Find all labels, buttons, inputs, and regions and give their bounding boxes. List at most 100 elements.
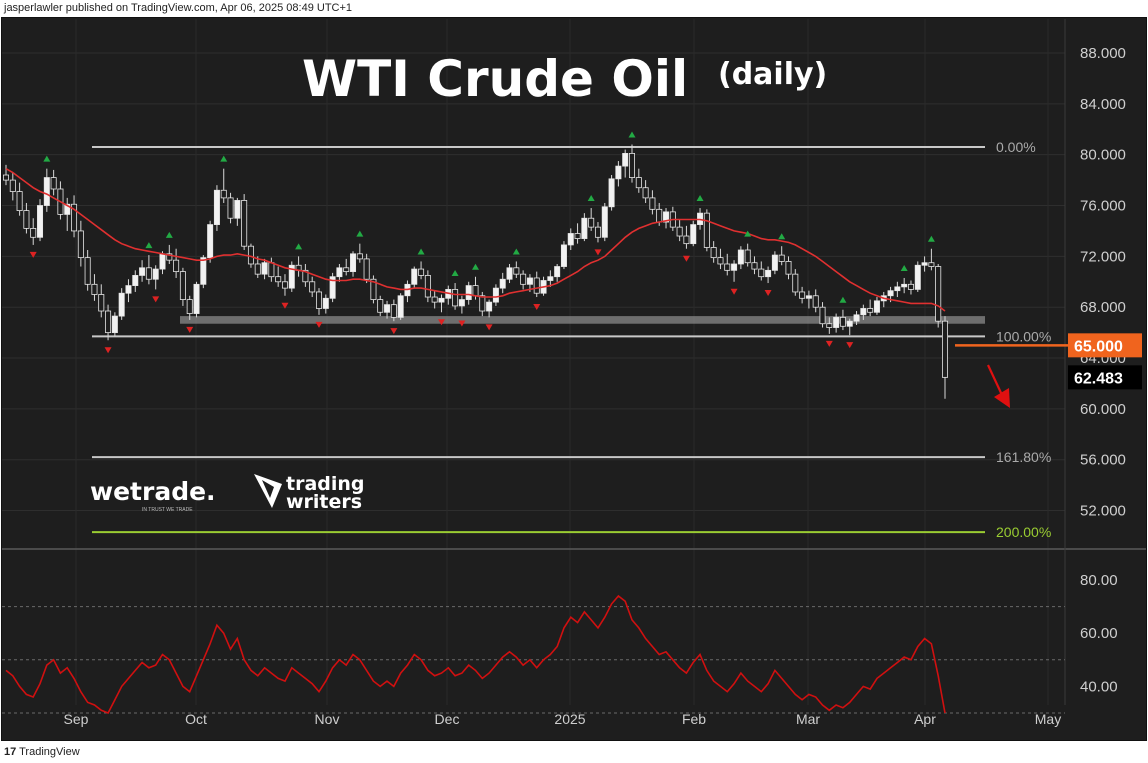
candle-down (520, 273, 527, 285)
time-tick-label: Dec (435, 711, 460, 727)
candle-down (588, 217, 595, 228)
candle-up (384, 304, 391, 313)
candle-down (778, 254, 785, 262)
price-tick-label: 80.000 (1080, 147, 1126, 164)
candle-down (84, 257, 91, 285)
candle-down (533, 277, 540, 294)
trading-writers-line1: trading (286, 473, 365, 495)
candle-up (547, 276, 554, 281)
candle-up (914, 264, 921, 290)
candle-down (91, 283, 98, 295)
buy-signal-arrow (628, 131, 636, 138)
candle-down (23, 210, 30, 229)
candle-down (16, 191, 23, 212)
candle-down (751, 262, 758, 270)
price-label-box (1068, 333, 1142, 358)
candle-up (193, 283, 200, 314)
candle-down (819, 306, 826, 325)
price-label-box (1068, 365, 1142, 390)
price-chart[interactable]: 0.00% 100.00% 161.80% 200.00% 88.000 84.000 8… (0, 0, 1148, 741)
buy-signal-arrow (356, 230, 364, 237)
candle-down (281, 281, 288, 289)
time-tick-label: Oct (185, 711, 207, 727)
candle-down (717, 257, 724, 265)
candle-down (309, 281, 316, 293)
candle-down (574, 233, 581, 239)
buy-signal-arrow (451, 270, 459, 277)
time-tick-label: Nov (315, 711, 340, 727)
candle-down (254, 263, 261, 275)
candle-up (261, 262, 268, 275)
candle-up (526, 277, 533, 285)
candle-up (213, 189, 220, 225)
sell-signal-arrow (186, 326, 194, 333)
candle-down (9, 179, 16, 192)
buy-signal-arrow (165, 231, 173, 238)
price-label-text: 65.000 (1074, 338, 1123, 355)
candle-up (492, 287, 499, 303)
wetrade-tagline: IN TRUST WE TRADE (142, 507, 193, 513)
candle-down (227, 197, 234, 219)
candle-down (676, 226, 683, 237)
sell-signal-arrow (764, 290, 772, 297)
buy-signal-arrow (295, 243, 303, 250)
signal-arrows (29, 131, 1010, 408)
sell-signal-arrow (730, 288, 738, 295)
candle-down (452, 289, 459, 307)
buy-signal-arrow (417, 248, 425, 255)
candle-down (377, 299, 384, 313)
candlestick-series (3, 144, 949, 399)
price-tick-label: 60.000 (1080, 401, 1126, 418)
rsi-tick-label: 80.00 (1080, 572, 1118, 589)
candle-up (731, 263, 738, 271)
buy-signal-arrow (900, 264, 908, 271)
candle-down (935, 266, 942, 322)
candle-down (799, 291, 806, 299)
sell-signal-arrow (281, 302, 289, 309)
candle-up (554, 266, 561, 278)
rsi-line (5, 594, 946, 715)
sell-signal-arrow (390, 328, 398, 335)
candle-down (942, 320, 949, 378)
buy-signal-arrow (839, 296, 847, 303)
tradingview-logo[interactable]: 17 TradingView (4, 746, 80, 758)
buy-signal-arrow (927, 235, 935, 242)
candle-down (241, 200, 248, 247)
candle-down (629, 153, 636, 178)
price-tick-label: 68.000 (1080, 299, 1126, 316)
candle-down (928, 262, 935, 267)
time-tick-label: May (1035, 711, 1061, 727)
candle-up (833, 316, 840, 328)
buy-signal-arrow (587, 195, 595, 202)
buy-signal-arrow (220, 155, 228, 162)
candle-down (758, 268, 765, 278)
sell-signal-arrow (682, 255, 690, 262)
sell-signal-arrow (533, 304, 541, 311)
candle-up (37, 205, 44, 238)
candle-down (363, 258, 370, 280)
time-axis[interactable]: Sep Oct Nov Dec 2025 Feb Mar Apr May (64, 711, 1062, 727)
candle-up (322, 297, 329, 309)
chart-title: WTI Crude Oil (302, 50, 688, 108)
trading-writers-line2: writers (286, 491, 362, 513)
candle-up (901, 283, 908, 288)
buy-signal-arrow (145, 242, 153, 249)
candle-down (710, 247, 717, 259)
candle-down (785, 261, 792, 275)
buy-signal-arrow (744, 230, 752, 237)
candle-down (424, 275, 431, 298)
trading-writers-icon (254, 474, 282, 508)
candle-down (472, 285, 479, 297)
candle-up (887, 290, 894, 297)
sell-signal-arrow (846, 342, 854, 349)
candle-up (336, 267, 343, 278)
candle-up (860, 308, 867, 316)
tradingview-brand: TradingView (19, 746, 80, 758)
candle-down (71, 203, 78, 232)
candle-up (894, 286, 901, 292)
candle-down (186, 299, 193, 314)
candle-down (683, 235, 690, 245)
price-tick-label: 88.000 (1080, 45, 1126, 62)
candle-down (642, 187, 649, 199)
rsi-tick-label: 40.00 (1080, 678, 1118, 695)
